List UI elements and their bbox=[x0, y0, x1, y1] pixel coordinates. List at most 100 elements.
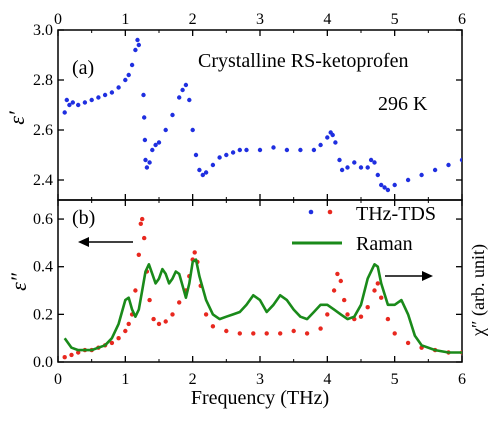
data-point bbox=[291, 328, 296, 334]
data-point bbox=[163, 319, 168, 324]
data-point bbox=[379, 295, 384, 300]
x-tick-label: 6 bbox=[458, 11, 466, 28]
x-tick-label: 3 bbox=[256, 371, 264, 388]
data-point bbox=[123, 328, 128, 334]
data-point bbox=[177, 95, 182, 100]
data-point bbox=[345, 165, 350, 170]
data-point bbox=[153, 142, 158, 148]
data-point bbox=[330, 132, 335, 138]
data-point bbox=[62, 355, 67, 360]
x-tick-label: 6 bbox=[458, 371, 466, 388]
y-tick-label: 2.6 bbox=[33, 122, 53, 139]
data-point bbox=[136, 42, 141, 48]
data-point bbox=[372, 288, 377, 293]
data-point bbox=[224, 328, 229, 334]
data-point bbox=[126, 72, 131, 78]
y-tick-label: 0.4 bbox=[33, 259, 53, 276]
data-point bbox=[375, 172, 380, 178]
y-tick-label: 2.4 bbox=[33, 172, 53, 189]
data-point bbox=[325, 135, 330, 140]
x-tick-label: 0 bbox=[54, 11, 62, 28]
right-axis-arrow bbox=[385, 271, 433, 281]
data-point bbox=[96, 95, 101, 100]
data-point bbox=[140, 216, 145, 222]
annotation-temperature: 296 K bbox=[378, 93, 428, 115]
data-point bbox=[298, 147, 303, 153]
data-point bbox=[129, 62, 135, 68]
panel-a: 0 1 2 3 4 5 6 2.4 2.6 2.8 3.0 (a) Crystalline RS-… bbox=[4, 11, 466, 201]
panel-a-marks bbox=[62, 37, 462, 193]
x-tick-label: 5 bbox=[391, 371, 399, 388]
data-point bbox=[193, 152, 199, 158]
y-tick-label: 0.2 bbox=[33, 306, 53, 323]
data-point bbox=[333, 140, 338, 145]
data-point bbox=[217, 155, 222, 160]
data-point bbox=[116, 336, 121, 341]
data-point bbox=[432, 167, 438, 173]
panel-a-y-ticks: 2.4 2.6 2.8 3.0 bbox=[33, 22, 462, 189]
data-point bbox=[151, 316, 156, 322]
data-point bbox=[446, 162, 451, 168]
data-point bbox=[133, 288, 138, 293]
data-point bbox=[284, 147, 290, 153]
data-point bbox=[170, 112, 175, 118]
data-point bbox=[170, 312, 175, 317]
data-point bbox=[109, 340, 115, 346]
data-point bbox=[67, 102, 72, 108]
series-line-raman bbox=[63, 258, 462, 354]
annotation-title: Crystalline RS-ketoprofen bbox=[198, 50, 409, 72]
data-point bbox=[177, 300, 182, 305]
data-point bbox=[264, 331, 269, 336]
data-point bbox=[203, 312, 209, 317]
data-point bbox=[143, 157, 148, 163]
data-point bbox=[382, 185, 387, 190]
data-point bbox=[180, 87, 185, 93]
data-point bbox=[197, 167, 202, 173]
data-point bbox=[192, 250, 197, 255]
data-point bbox=[144, 165, 150, 170]
legend: THz-TDS Raman bbox=[292, 203, 436, 255]
data-point bbox=[89, 97, 94, 103]
data-point bbox=[342, 297, 347, 303]
x-tick-label: 1 bbox=[121, 11, 129, 28]
data-point bbox=[345, 312, 350, 317]
x-tick-label: 2 bbox=[189, 371, 197, 388]
data-point bbox=[271, 145, 276, 150]
legend-thz-tds-label: THz-TDS bbox=[356, 203, 436, 225]
data-point bbox=[325, 312, 330, 317]
data-point bbox=[82, 100, 88, 105]
x-tick-label: 4 bbox=[323, 371, 331, 388]
data-point bbox=[109, 90, 115, 95]
x-tick-label: 0 bbox=[54, 371, 62, 388]
data-point bbox=[331, 288, 337, 293]
data-point bbox=[76, 102, 81, 108]
panel-b-marks bbox=[62, 216, 462, 360]
data-point bbox=[142, 115, 147, 120]
data-point bbox=[163, 127, 168, 133]
data-point bbox=[116, 85, 121, 90]
data-point bbox=[335, 271, 340, 277]
panel-b-y-title: ε″ bbox=[6, 272, 31, 291]
data-point bbox=[339, 167, 345, 173]
data-point bbox=[190, 127, 195, 133]
data-point bbox=[135, 37, 140, 43]
data-point bbox=[311, 147, 317, 153]
data-point bbox=[69, 352, 74, 358]
data-point bbox=[138, 221, 143, 226]
panel-b-y-ticks: 0.0 0.2 0.4 0.6 bbox=[33, 211, 462, 371]
data-point bbox=[251, 331, 256, 336]
data-point bbox=[337, 157, 342, 163]
data-point bbox=[419, 172, 424, 178]
data-point bbox=[318, 326, 323, 331]
data-point bbox=[210, 324, 216, 329]
data-point bbox=[237, 147, 242, 153]
data-point bbox=[156, 140, 162, 145]
data-point bbox=[156, 321, 162, 327]
y-tick-label: 0.0 bbox=[33, 354, 53, 371]
data-point bbox=[123, 77, 128, 83]
data-point bbox=[358, 165, 364, 170]
panel-b: 0 1 2 3 4 5 6 0.0 0.2 0.4 0.6 (b) THz-TDS Raman ε… bbox=[6, 199, 489, 409]
panel-a-label: (a) bbox=[72, 57, 94, 79]
data-point bbox=[200, 172, 205, 178]
